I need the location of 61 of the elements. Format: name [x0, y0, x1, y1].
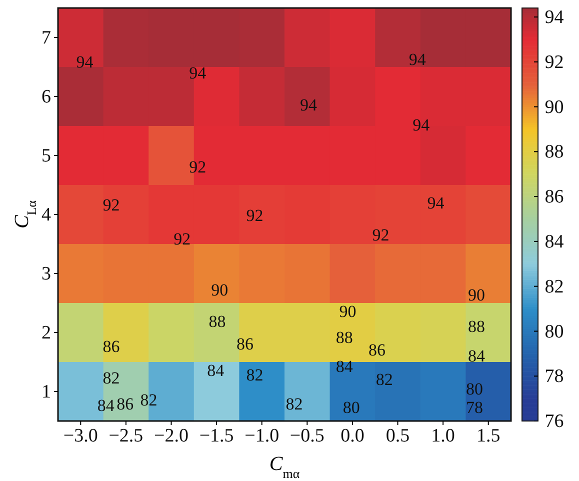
annotation: 84 — [207, 360, 225, 380]
annotation: 94 — [189, 64, 207, 83]
annotation: 80 — [342, 398, 360, 418]
annotation: 84 — [336, 357, 354, 376]
x-tick-label: −3.0 — [63, 425, 98, 446]
y-tick-label: 3 — [42, 264, 51, 285]
annotation: 90 — [211, 280, 228, 300]
y-tick-label: 2 — [42, 322, 51, 344]
annotation: 84 — [97, 396, 115, 416]
color-bar-label: 94 — [544, 7, 564, 28]
color-bar-label: 80 — [544, 321, 564, 342]
annotation: 92 — [189, 158, 206, 177]
annotation: 84 — [468, 346, 486, 366]
color-bar-label: 86 — [544, 186, 564, 208]
annotation: 80 — [466, 380, 483, 399]
x-tick-label: −2.0 — [154, 425, 188, 446]
annotation: 94 — [300, 96, 318, 115]
y-tick-label: 7 — [42, 28, 51, 49]
annotation: 94 — [427, 194, 445, 213]
x-tick-label: −2.5 — [108, 425, 144, 446]
annotation: 92 — [246, 206, 264, 225]
x-tick-label: 1.5 — [476, 425, 500, 446]
annotation: 86 — [102, 337, 120, 356]
y-tick-label: 5 — [42, 146, 51, 167]
color-bar-label: 84 — [544, 232, 564, 253]
annotation: 92 — [372, 226, 390, 245]
y-tick-label: 1 — [42, 382, 51, 403]
x-tick-label: −0.5 — [290, 425, 324, 446]
color-bar-label: 88 — [544, 142, 564, 163]
x-tick-label: 0.0 — [340, 425, 364, 446]
y-tick-label: 4 — [42, 204, 52, 226]
annotation: 82 — [286, 394, 303, 414]
annotation: 90 — [468, 285, 486, 304]
annotation: 94 — [76, 52, 94, 72]
annotation: 82 — [102, 368, 120, 388]
annotation: 88 — [336, 328, 353, 347]
annotation: 78 — [466, 398, 483, 418]
annotation: 94 — [408, 50, 426, 70]
annotation: 82 — [376, 370, 393, 389]
color-bar-label: 76 — [544, 411, 564, 432]
annotation: 92 — [174, 229, 191, 248]
color-bar-label: 78 — [544, 366, 564, 388]
x-tick-label: 0.5 — [386, 425, 410, 446]
x-tick-label: −1.0 — [244, 425, 280, 446]
y-tick-label: 6 — [42, 86, 51, 108]
annotation: 86 — [368, 340, 386, 360]
x-axis-title: C$_{mα}$ — [269, 453, 300, 480]
color-bar-label: 92 — [544, 52, 564, 73]
annotation: 86 — [236, 334, 254, 354]
x-tick-label: 1.0 — [431, 425, 455, 446]
annotation: 92 — [102, 196, 120, 215]
color-bar-label: 90 — [544, 96, 564, 118]
x-tick-label: −1.5 — [199, 425, 234, 446]
annotation: 86 — [116, 394, 134, 414]
annotation: 82 — [246, 365, 264, 384]
annotation: 88 — [468, 317, 486, 336]
color-bar-label: 82 — [544, 276, 564, 298]
annotation: 90 — [339, 302, 356, 321]
annotation: 88 — [208, 312, 226, 331]
annotation: 94 — [412, 116, 430, 135]
annotation: 82 — [140, 390, 158, 410]
